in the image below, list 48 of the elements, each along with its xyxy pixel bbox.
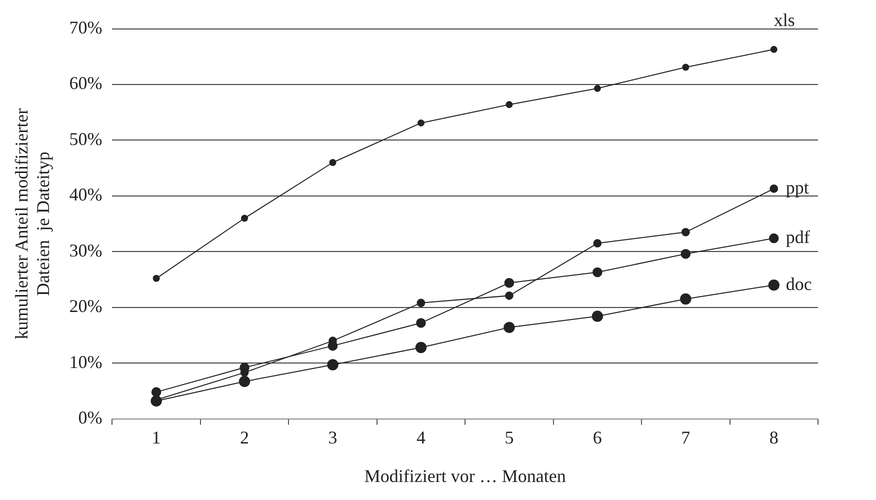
point [327, 359, 338, 370]
y-tick-label: 10% [69, 352, 102, 372]
series-label: doc [786, 274, 812, 294]
x-tick-label: 2 [240, 427, 250, 448]
point [152, 274, 160, 282]
point [416, 298, 426, 308]
point [680, 248, 691, 259]
y-tick-label: 60% [69, 73, 102, 94]
y-tick-label: 70% [69, 18, 102, 38]
point [506, 101, 513, 108]
point [416, 318, 426, 328]
x-tick-label: 7 [681, 427, 690, 448]
y-tick-label: 50% [69, 128, 102, 149]
point [329, 159, 336, 166]
point [770, 184, 778, 193]
y-tick-label: 0% [78, 408, 102, 428]
series-label: pdf [786, 227, 810, 248]
point [594, 84, 601, 92]
point [681, 228, 690, 236]
point [592, 310, 604, 322]
y-tick-label: 40% [69, 184, 102, 205]
point [680, 293, 692, 305]
x-tick-label: 6 [592, 427, 602, 448]
point [238, 376, 250, 388]
point [505, 291, 514, 300]
point [592, 267, 602, 278]
y-tick-label: 30% [69, 240, 102, 260]
point [415, 342, 427, 354]
point [151, 387, 162, 397]
point [768, 279, 780, 291]
point [768, 233, 779, 244]
x-tick-label: 4 [416, 427, 426, 448]
series-label: xls [774, 10, 795, 30]
x-tick-label: 8 [769, 427, 778, 448]
x-axis-title: Modifiziert vor … Monaten [364, 466, 566, 486]
x-tick-label: 5 [504, 427, 514, 448]
point [682, 64, 690, 71]
point [504, 322, 515, 334]
y-axis-title: kumulierter Anteil modifizierter Dateien je Dateityp [12, 108, 54, 340]
point [417, 119, 424, 126]
point [504, 278, 514, 288]
series-label: ppt [786, 177, 809, 198]
x-tick-label: 1 [152, 427, 161, 448]
point [593, 239, 602, 248]
point [241, 214, 248, 222]
point [770, 46, 778, 53]
y-tick-label: 20% [69, 296, 102, 316]
x-tick-label: 3 [328, 427, 338, 448]
